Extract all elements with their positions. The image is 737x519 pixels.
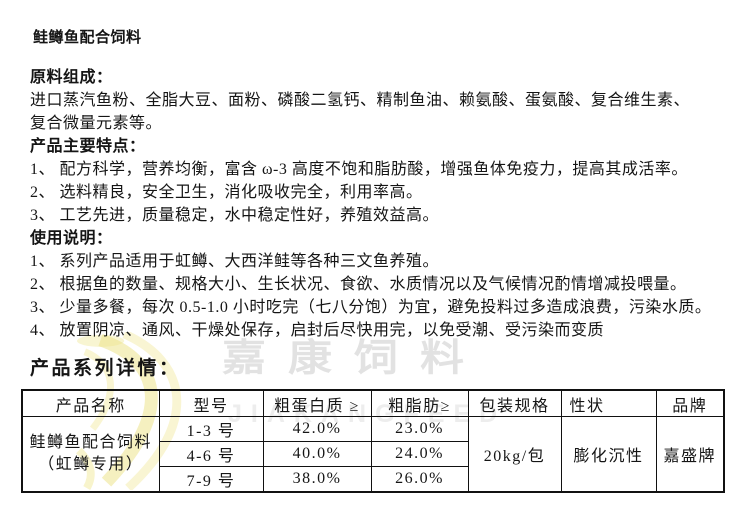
- col-header-package: 包装规格: [467, 389, 562, 417]
- ingredients-heading: 原料组成：: [30, 69, 113, 86]
- ingredients-line-2: 复合微量元素等。: [30, 115, 163, 132]
- ingredients-line-1: 进口蒸汽鱼粉、全脂大豆、面粉、磷酸二氢钙、精制鱼油、赖氨酸、蛋氨酸、复合维生素、: [30, 92, 691, 109]
- package-cell: 20kg/包: [467, 416, 562, 493]
- protein-cell: 38.0%: [262, 466, 372, 493]
- table-row: 4-6 号 40.0% 24.0%: [22, 441, 724, 467]
- usage-item-3: 3、 少量多餐，每次 0.5-1.0 小时吃完（七八分饱）为宜，避免投料过多造成…: [30, 299, 712, 316]
- feature-item-3: 3、 工艺先进，质量稳定，水中稳定性好，养殖效益高。: [30, 207, 440, 224]
- doc-body: 原料组成： 进口蒸汽鱼粉、全脂大豆、面粉、磷酸二氢钙、精制鱼油、赖氨酸、蛋氨酸、…: [30, 66, 725, 342]
- col-header-fat: 粗脂肪≥: [370, 389, 469, 417]
- product-name-line-2: （虹鳟专用）: [38, 456, 144, 473]
- table-row: 鲑鳟鱼配合饲料 （虹鳟专用） 1-3 号 42.0% 23.0% 20kg/包 …: [21, 416, 725, 493]
- feature-item-1: 1、 配方科学，营养均衡，富含 ω-3 高度不饱和脂肪酸，增强鱼体免疫力，提高其…: [30, 161, 688, 178]
- brand-cell: 嘉盛牌: [655, 416, 725, 493]
- col-header-protein: 粗蛋白质 ≥: [262, 389, 372, 417]
- usage-item-4: 4、 放置阴凉、通风、干燥处保存，启封后尽快用完，以免受潮、受污染而变质: [30, 322, 605, 339]
- doc-title: 鲑鳟鱼配合饲料: [33, 30, 142, 46]
- usage-item-2: 2、 根据鱼的数量、规格大小、生长状况、食欲、水质情况以及气候情况酌情增减投喂量…: [30, 276, 687, 293]
- protein-cell: 42.0%: [262, 416, 372, 442]
- col-header-model: 型号: [158, 389, 264, 417]
- col-header-product-name: 产品名称: [21, 389, 160, 417]
- protein-cell: 40.0%: [262, 441, 372, 467]
- fat-cell: 26.0%: [370, 466, 469, 493]
- product-name-cell: 鲑鳟鱼配合饲料 （虹鳟专用）: [21, 416, 160, 493]
- model-cell: 1-3 号: [158, 416, 264, 442]
- product-name-line-1: 鲑鳟鱼配合饲料: [29, 434, 152, 451]
- model-cell: 7-9 号: [158, 466, 264, 493]
- table-row: 7-9 号 38.0% 26.0%: [22, 466, 724, 493]
- table-header-row: 产品名称 型号 粗蛋白质 ≥ 粗脂肪≥ 包装规格 性状 品牌: [21, 389, 725, 417]
- col-header-brand: 品牌: [655, 389, 725, 417]
- col-header-form: 性状: [560, 389, 657, 417]
- product-spec-table: 产品名称 型号 粗蛋白质 ≥ 粗脂肪≥ 包装规格 性状 品牌 鲑鳟鱼配合饲料 （…: [21, 389, 725, 493]
- watermark-cn-text: 嘉康饲料: [222, 337, 486, 380]
- fat-cell: 23.0%: [370, 416, 469, 442]
- form-cell: 膨化沉性: [560, 416, 657, 493]
- feature-item-2: 2、 选料精良，安全卫生，消化吸收完全，利用率高。: [30, 184, 423, 201]
- fat-cell: 24.0%: [370, 441, 469, 467]
- features-heading: 产品主要特点：: [30, 138, 146, 155]
- model-cell: 4-6 号: [158, 441, 264, 467]
- usage-item-1: 1、 系列产品适用于虹鳟、大西洋鲑等各种三文鱼养殖。: [30, 253, 440, 270]
- usage-heading: 使用说明：: [30, 230, 113, 247]
- series-heading: 产品系列详情：: [30, 358, 181, 379]
